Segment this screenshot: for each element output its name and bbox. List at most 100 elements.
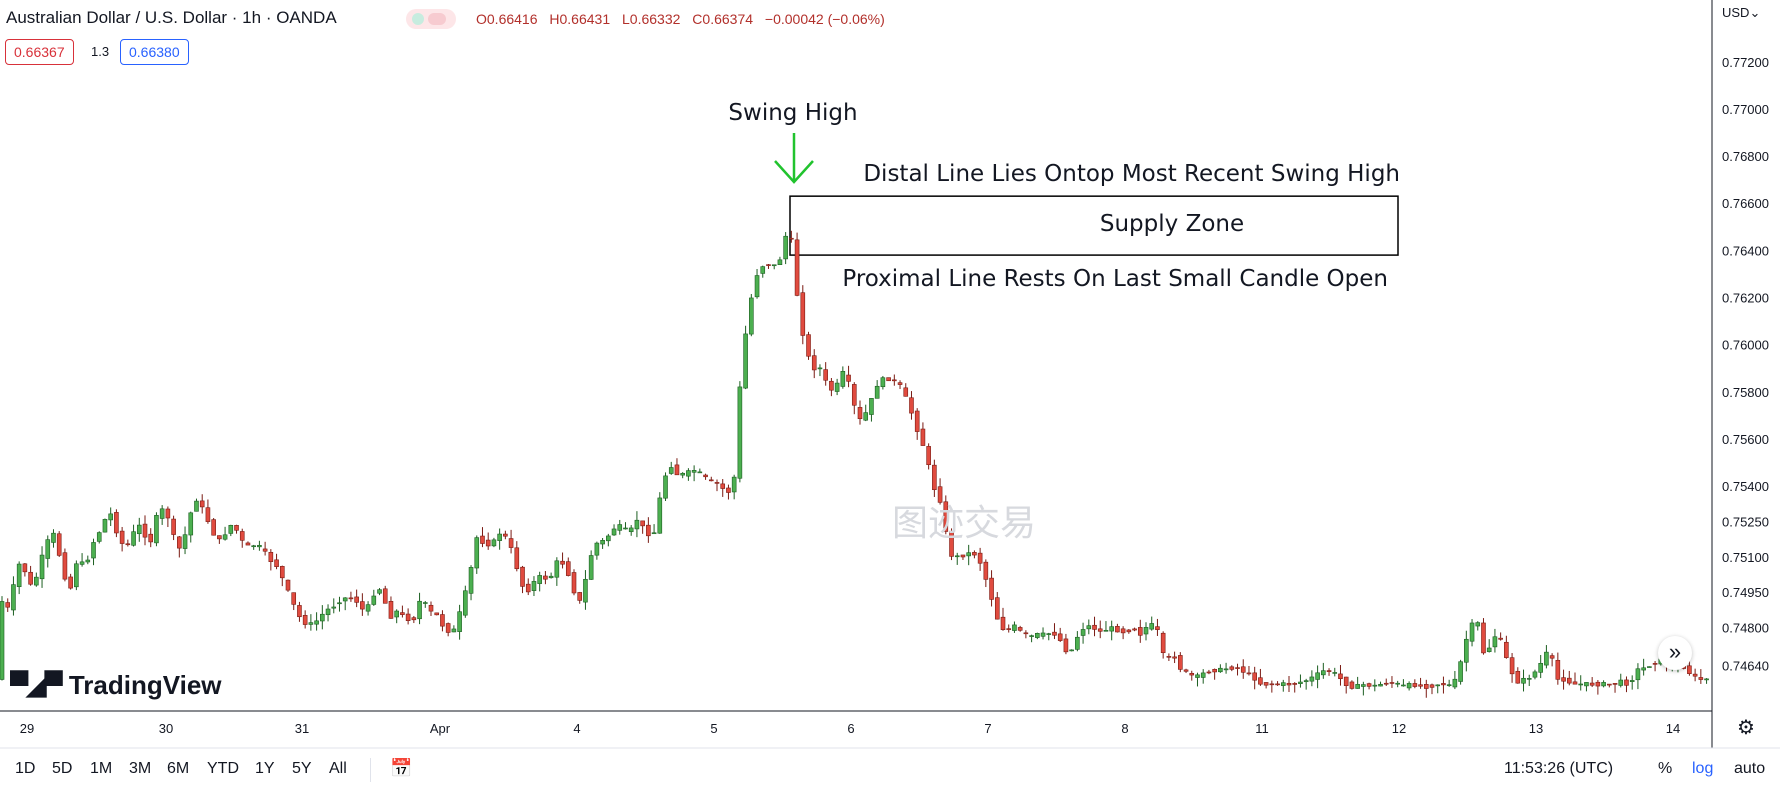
distal-line-label: Distal Line Lies Ontop Most Recent Swing… [863,161,1400,187]
candle [348,597,354,600]
candle [657,497,663,534]
candle [1452,678,1458,688]
candle [194,500,199,512]
candle [525,583,531,593]
candle [480,535,485,544]
price-tick-label: 0.75250 [1722,514,1769,529]
candle [1326,670,1332,672]
candle [1303,680,1309,683]
candle [1137,627,1143,636]
log-toggle[interactable]: log [1692,760,1714,777]
candle [514,547,520,570]
spread-value: 1.3 [91,44,110,59]
ohlc-change: −0.00042 (−0.06%) [764,11,885,27]
candle [691,470,697,473]
time-tick-label: 8 [1121,721,1128,736]
candle [623,527,628,530]
clock-time[interactable]: 11:53:26 (UTC) [1504,760,1614,777]
swing-high-arrow-icon [774,133,814,184]
candle [1378,683,1383,687]
range-all-button[interactable]: All [329,760,347,777]
range-1m-button[interactable]: 1M [90,760,113,777]
candle [474,537,480,569]
candle [68,576,73,589]
candle [1469,622,1475,642]
candle [503,533,508,537]
settings-gear-icon[interactable]: ⚙ [1737,717,1755,739]
range-5d-button[interactable]: 5D [52,760,73,777]
candle [1526,678,1532,680]
candle [897,382,903,385]
buy-price-button[interactable]: 0.66380 [120,39,189,65]
scroll-to-realtime-button[interactable]: » [1658,636,1692,670]
time-tick-label: Apr [430,721,451,736]
range-1y-button[interactable]: 1Y [255,760,275,777]
candle [1607,683,1612,686]
candle [0,601,5,680]
candle [880,377,886,388]
candle [817,367,823,370]
candle [1206,671,1212,674]
supply-zone-box[interactable] [789,195,1399,256]
currency-selector[interactable]: USD⌄ [1722,5,1761,20]
percent-toggle[interactable]: % [1658,760,1673,777]
candle [565,561,571,576]
calendar-icon[interactable]: 📅 [390,758,413,778]
candle [1280,682,1286,686]
candle [445,623,451,633]
sell-price-button[interactable]: 0.66367 [5,39,74,65]
candle [892,379,897,382]
candle [840,371,846,387]
auto-toggle[interactable]: auto [1734,760,1766,777]
candle [51,532,56,543]
tradingview-logo[interactable]: ▀◢▀ TradingView [10,670,222,701]
candle [199,500,205,508]
ohlc-open: O0.66416 [476,11,538,27]
double-chevron-right-icon: » [1668,639,1682,664]
candle [1269,683,1275,686]
candle [577,592,583,601]
candle [1195,674,1200,678]
candle [920,428,926,446]
candle [154,515,159,544]
range-6m-button[interactable]: 6M [167,760,190,777]
candle [760,266,766,274]
candle [1321,670,1326,676]
candle [680,472,685,476]
range-5y-button[interactable]: 5Y [292,760,312,777]
toggle-knob-icon [412,13,424,25]
candle [811,355,817,371]
candle [554,560,560,578]
candle [1578,683,1584,686]
candle [16,563,22,588]
candle [314,620,319,625]
time-tick-label: 13 [1529,721,1543,736]
symbol-title[interactable]: Australian Dollar / U.S. Dollar · 1h · O… [6,8,337,27]
time-tick-label: 6 [847,721,854,736]
candle [1103,629,1109,632]
candle [1629,680,1635,682]
candle [159,508,165,519]
candle [1263,682,1269,686]
candle [302,615,308,625]
candle [829,380,834,391]
range-3m-button[interactable]: 3M [129,760,152,777]
candle [1435,684,1441,687]
candle [417,600,422,620]
time-tick-label: 14 [1666,721,1680,736]
candle [125,543,131,546]
candle [39,554,45,580]
candle [131,531,136,546]
range-ytd-button[interactable]: YTD [207,760,239,777]
price-tick-label: 0.75800 [1722,385,1769,400]
candle [205,507,211,522]
candle [1338,673,1343,680]
candle [754,275,760,298]
candle [1178,655,1183,670]
candle [177,536,182,549]
candle [85,559,91,563]
candle [102,519,108,533]
visibility-toggle[interactable] [406,9,456,29]
range-1d-button[interactable]: 1D [15,760,36,777]
